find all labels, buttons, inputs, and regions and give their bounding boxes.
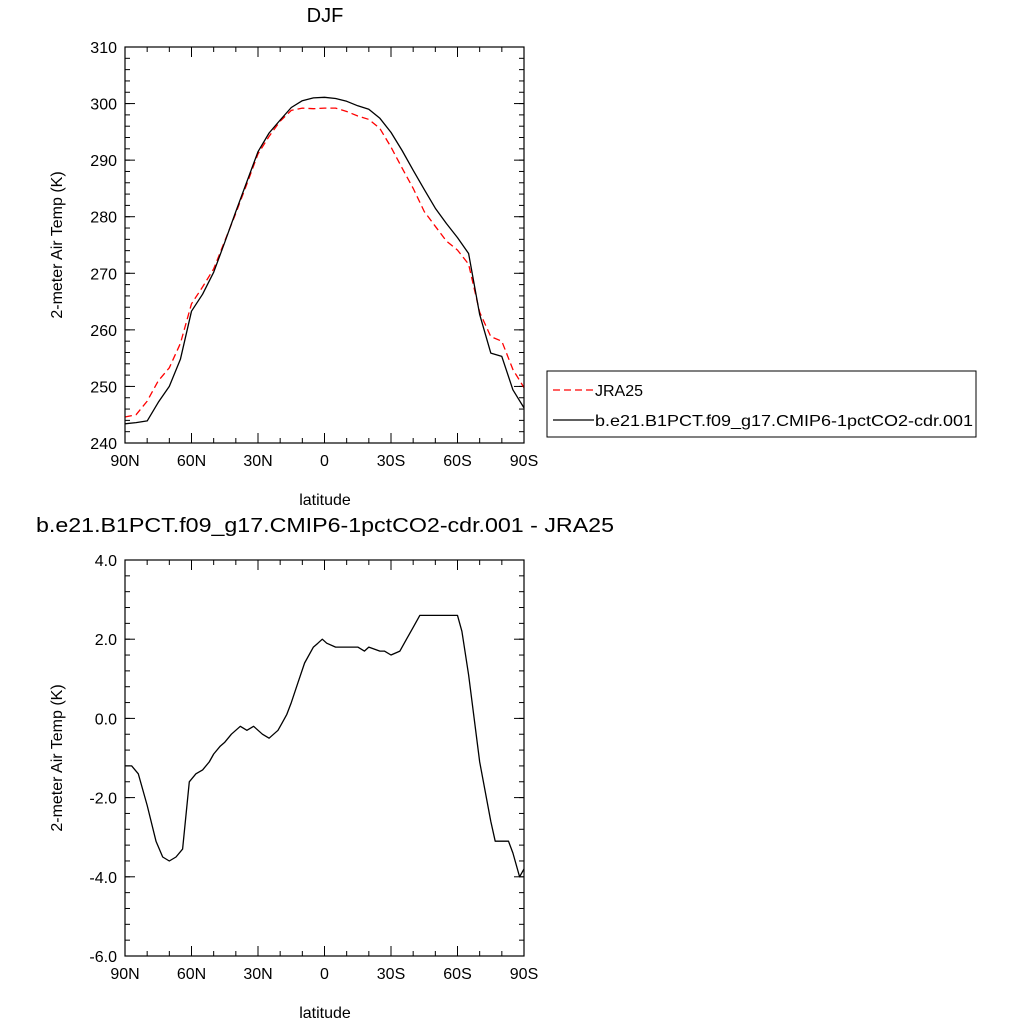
- bottom-chart-y-tick-label: -6.0: [89, 949, 117, 966]
- top-chart-x-tick-label: 0: [320, 453, 329, 470]
- legend-box: [546, 370, 977, 438]
- bottom-chart-x-tick-label: 30N: [243, 966, 272, 983]
- top-chart-series-model-line: [124, 96, 525, 425]
- top-chart-panel: DJF 2-meter Air Temp (K) latitude 90N 60N…: [49, 5, 538, 509]
- top-chart-y-tick-label: 280: [90, 210, 117, 227]
- bottom-chart-tick-labels: 90N 60N 30N 0 30S 60S 90S -6.0 -4.0 -2.0 0.0 2.0 4.0: [89, 553, 538, 983]
- bottom-chart-ticks: [124, 559, 525, 957]
- bottom-chart-series-difference-line: [125, 614, 525, 878]
- bottom-chart-plot-frame: [124, 559, 525, 957]
- top-chart-x-tick-label: 90S: [510, 453, 538, 470]
- bottom-chart-y-axis-label: 2-meter Air Temp (K): [49, 684, 66, 831]
- bottom-chart-y-tick-label: -4.0: [89, 870, 117, 887]
- top-chart-y-tick-label: 250: [90, 379, 117, 396]
- bottom-chart-x-tick-label: 60S: [443, 966, 471, 983]
- top-chart-plot-frame: [124, 46, 525, 444]
- bottom-chart-x-tick-label: 60N: [177, 966, 206, 983]
- top-chart-x-tick-label: 30N: [243, 453, 272, 470]
- top-chart-ticks: [124, 46, 525, 444]
- top-chart-x-tick-label: 30S: [377, 453, 405, 470]
- top-chart-x-tick-label: 60S: [443, 453, 471, 470]
- top-chart-series: [124, 96, 525, 425]
- top-chart-tick-labels: 90N 60N 30N 0 30S 60S 90S 240 250 260 270 280 290 300…: [90, 40, 538, 470]
- bottom-chart-x-tick-label: 30S: [377, 966, 405, 983]
- top-chart-y-axis-label: 2-meter Air Temp (K): [49, 171, 66, 318]
- legend-label-model: b.e21.B1PCT.f09_g17.CMIP6-1pctCO2-cdr.00…: [595, 413, 973, 430]
- bottom-chart-y-tick-label: -2.0: [89, 791, 117, 808]
- top-chart-x-tick-label: 90N: [110, 453, 139, 470]
- bottom-chart-y-tick-label: 4.0: [95, 553, 117, 570]
- top-chart-y-tick-label: 270: [90, 266, 117, 283]
- bottom-chart-x-tick-label: 90N: [110, 966, 139, 983]
- top-chart-x-axis-label: latitude: [299, 492, 351, 509]
- bottom-chart-panel: b.e21.B1PCT.f09_g17.CMIP6-1pctCO2-cdr.00…: [36, 515, 614, 1022]
- top-chart-title: DJF: [307, 5, 344, 27]
- bottom-chart-title: b.e21.B1PCT.f09_g17.CMIP6-1pctCO2-cdr.00…: [36, 515, 614, 537]
- bottom-chart-x-tick-label: 0: [320, 966, 329, 983]
- top-chart-series-jra25-line: [124, 107, 525, 418]
- bottom-chart-y-tick-label: 2.0: [95, 632, 117, 649]
- bottom-chart-x-axis-label: latitude: [299, 1005, 351, 1022]
- top-chart-y-tick-label: 300: [90, 97, 117, 114]
- bottom-chart-x-tick-label: 90S: [510, 966, 538, 983]
- legend: JRA25 b.e21.B1PCT.f09_g17.CMIP6-1pctCO2-…: [546, 370, 977, 438]
- bottom-chart-y-tick-label: 0.0: [95, 711, 117, 728]
- top-chart-x-tick-label: 60N: [177, 453, 206, 470]
- legend-label-jra25: JRA25: [595, 383, 643, 400]
- top-chart-y-tick-label: 240: [90, 436, 117, 453]
- top-chart-y-tick-label: 310: [90, 40, 117, 57]
- top-chart-y-tick-label: 260: [90, 323, 117, 340]
- top-chart-y-tick-label: 290: [90, 153, 117, 170]
- bottom-chart-series: [125, 614, 525, 878]
